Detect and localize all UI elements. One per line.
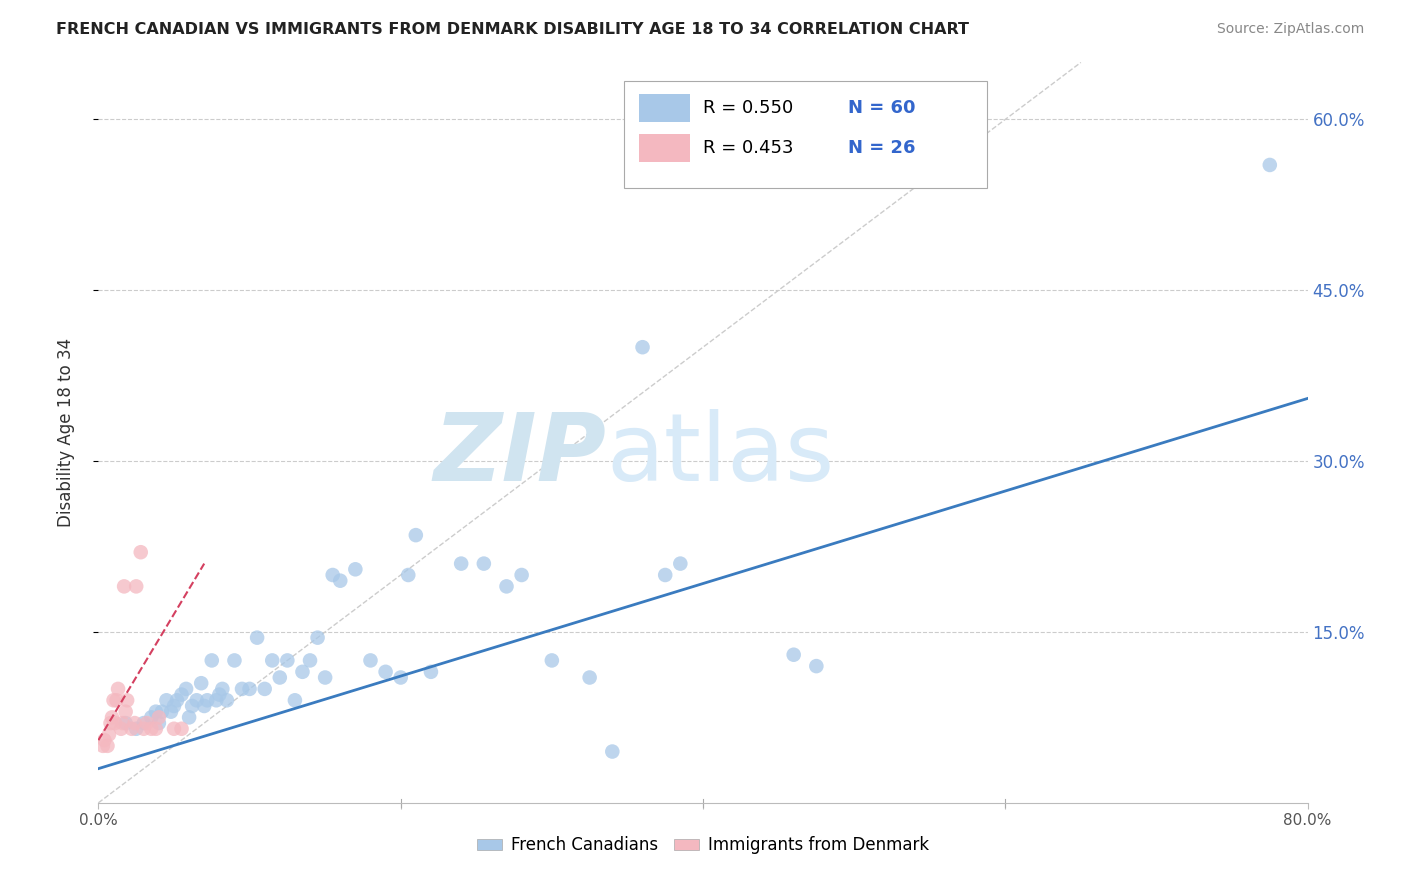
Point xyxy=(110,722,132,736)
FancyBboxPatch shape xyxy=(638,135,690,162)
Point xyxy=(495,579,517,593)
Point xyxy=(314,671,336,685)
Point xyxy=(112,579,135,593)
Point xyxy=(540,653,562,667)
Point xyxy=(299,653,322,667)
FancyBboxPatch shape xyxy=(638,94,690,121)
Point xyxy=(141,710,163,724)
Point xyxy=(132,722,155,736)
Point xyxy=(91,739,114,753)
Point xyxy=(322,568,344,582)
Point xyxy=(208,688,231,702)
Point xyxy=(114,716,136,731)
Y-axis label: Disability Age 18 to 34: Disability Age 18 to 34 xyxy=(56,338,75,527)
Point xyxy=(93,733,115,747)
Point xyxy=(510,568,533,582)
Point xyxy=(111,716,134,731)
Point xyxy=(170,688,193,702)
Point xyxy=(150,705,173,719)
Point xyxy=(329,574,352,588)
Text: atlas: atlas xyxy=(606,409,835,500)
Point xyxy=(174,681,197,696)
Point xyxy=(100,716,122,731)
Point xyxy=(239,681,262,696)
Point xyxy=(132,716,155,731)
Point xyxy=(201,653,224,667)
Point xyxy=(148,716,170,731)
Point xyxy=(135,716,157,731)
Text: R = 0.453: R = 0.453 xyxy=(703,139,793,157)
Point xyxy=(783,648,806,662)
Point xyxy=(129,545,152,559)
Point xyxy=(360,653,382,667)
Point xyxy=(98,727,121,741)
Point xyxy=(344,562,367,576)
Point xyxy=(420,665,443,679)
Point xyxy=(179,710,201,724)
Point xyxy=(472,557,495,571)
Point xyxy=(155,693,177,707)
Text: FRENCH CANADIAN VS IMMIGRANTS FROM DENMARK DISABILITY AGE 18 TO 34 CORRELATION C: FRENCH CANADIAN VS IMMIGRANTS FROM DENMA… xyxy=(56,22,969,37)
Point xyxy=(145,722,167,736)
Point xyxy=(205,693,228,707)
Point xyxy=(124,716,146,731)
Point xyxy=(389,671,412,685)
Point xyxy=(396,568,419,582)
Point xyxy=(163,698,186,713)
Point xyxy=(262,653,284,667)
Point xyxy=(215,693,238,707)
Point xyxy=(291,665,314,679)
Point xyxy=(602,745,624,759)
Point xyxy=(104,716,127,731)
Point xyxy=(193,698,215,713)
Text: N = 26: N = 26 xyxy=(848,139,915,157)
Point xyxy=(405,528,427,542)
Point xyxy=(115,693,138,707)
Point xyxy=(669,557,692,571)
Point xyxy=(195,693,218,707)
Point xyxy=(246,631,269,645)
Point xyxy=(105,693,128,707)
Point xyxy=(911,158,934,172)
Point xyxy=(107,681,129,696)
Point xyxy=(103,693,125,707)
Point xyxy=(145,705,167,719)
Point xyxy=(114,705,136,719)
Point xyxy=(284,693,307,707)
Point xyxy=(163,722,186,736)
Point xyxy=(170,722,193,736)
Point xyxy=(148,710,170,724)
FancyBboxPatch shape xyxy=(624,81,987,188)
Point xyxy=(224,653,246,667)
Point xyxy=(276,653,298,667)
Point xyxy=(1258,158,1281,172)
Legend: French Canadians, Immigrants from Denmark: French Canadians, Immigrants from Denmar… xyxy=(471,830,935,861)
Point xyxy=(166,693,188,707)
Point xyxy=(631,340,654,354)
Point xyxy=(121,722,143,736)
Text: Source: ZipAtlas.com: Source: ZipAtlas.com xyxy=(1216,22,1364,37)
Point xyxy=(186,693,208,707)
Text: ZIP: ZIP xyxy=(433,409,606,500)
Point xyxy=(96,739,118,753)
Text: R = 0.550: R = 0.550 xyxy=(703,99,793,117)
Point xyxy=(450,557,472,571)
Point xyxy=(125,579,148,593)
Point xyxy=(374,665,396,679)
Point xyxy=(211,681,233,696)
Point xyxy=(253,681,276,696)
Point xyxy=(101,710,124,724)
Point xyxy=(141,722,163,736)
Point xyxy=(654,568,676,582)
Point xyxy=(578,671,600,685)
Text: N = 60: N = 60 xyxy=(848,99,915,117)
Point xyxy=(181,698,204,713)
Point xyxy=(231,681,253,696)
Point xyxy=(190,676,212,690)
Point xyxy=(160,705,183,719)
Point xyxy=(125,722,148,736)
Point xyxy=(307,631,329,645)
Point xyxy=(806,659,828,673)
Point xyxy=(269,671,291,685)
